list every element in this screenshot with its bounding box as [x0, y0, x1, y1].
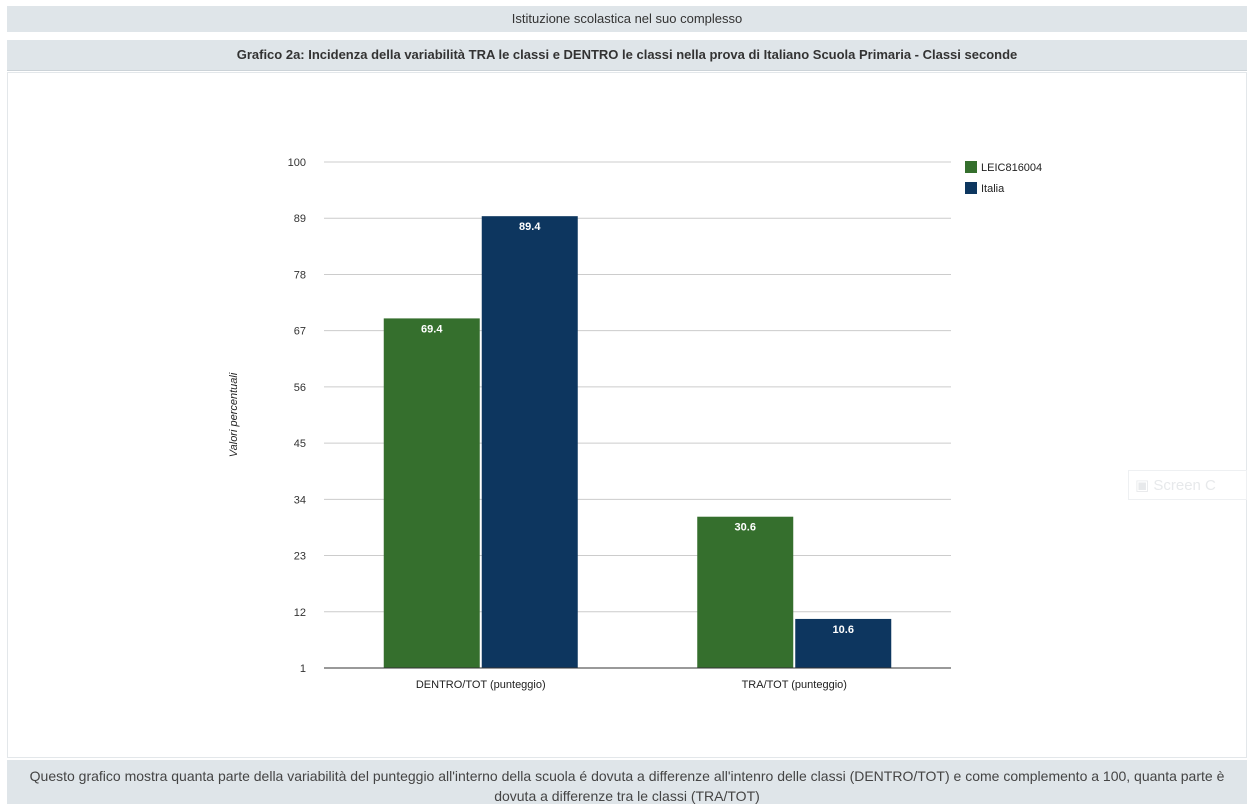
chart-description: Questo grafico mostra quanta parte della… [7, 760, 1247, 804]
chart-panel: 1 12 23 34 45 56 67 78 89 100 Valori percentuali 69… [7, 72, 1247, 758]
y-tick-label: 78 [294, 269, 306, 281]
y-tick-label: 23 [294, 551, 306, 563]
section-title: Istituzione scolastica nel suo complesso [7, 6, 1247, 32]
legend-label: Italia [981, 183, 1005, 195]
y-tick-label: 89 [294, 213, 306, 225]
y-tick-label: 100 [288, 157, 306, 169]
bar [795, 618, 892, 668]
legend-swatch [965, 182, 977, 194]
bar-chart: 1 12 23 34 45 56 67 78 89 100 Valori percentuali 69… [228, 157, 1042, 691]
bar-value-label: 89.4 [519, 221, 541, 233]
bar-value-label: 30.6 [735, 522, 756, 534]
camera-icon: ▣ [1135, 477, 1150, 494]
legend-label: LEIC816004 [981, 162, 1042, 174]
bar-value-label: 69.4 [421, 323, 443, 335]
y-tick-label: 34 [294, 494, 306, 506]
chart-title: Grafico 2a: Incidenza della variabilità … [7, 40, 1247, 71]
x-tick-label: DENTRO/TOT (punteggio) [416, 679, 546, 691]
bar [697, 516, 794, 668]
screen-capture-watermark: ▣ Screen C [1128, 470, 1247, 500]
watermark-text: Screen C [1153, 477, 1216, 494]
y-tick-label: 1 [300, 663, 306, 675]
x-tick-label: TRA/TOT (punteggio) [742, 679, 847, 691]
bar [481, 216, 578, 668]
bar [383, 318, 480, 668]
y-tick-label: 45 [294, 438, 306, 450]
y-axis-label: Valori percentuali [228, 372, 240, 457]
y-tick-label: 56 [294, 382, 306, 394]
y-tick-label: 12 [294, 607, 306, 619]
y-tick-label: 67 [294, 326, 306, 338]
bar-value-label: 10.6 [833, 624, 854, 636]
legend-swatch [965, 161, 977, 173]
